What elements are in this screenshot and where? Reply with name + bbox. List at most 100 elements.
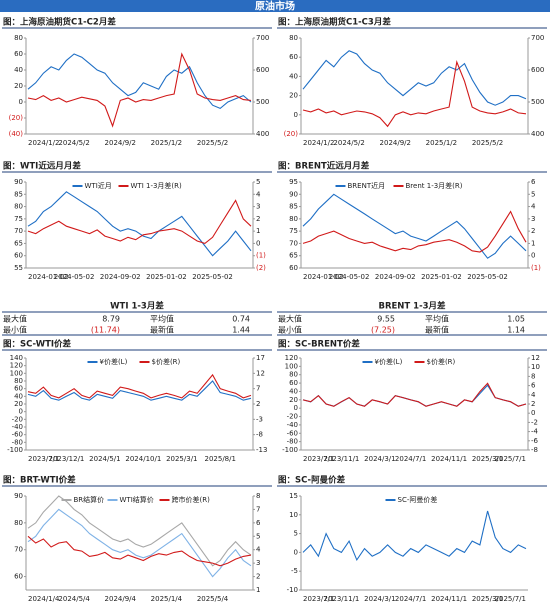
y-tick-label: 60 [14,385,23,393]
y2-tick-label: 12 [531,354,540,362]
y2-tick-label: 8 [256,492,260,500]
x-tick-label: 2024/9/2 [105,139,136,147]
x-tick-label: 2024/7/1 [395,455,426,463]
y2-tick-label: 17 [256,354,265,362]
y2-tick-label: 12 [256,369,265,377]
y-tick-label: 85 [289,203,298,211]
x-tick-label: 2025/5/2 [197,139,228,147]
series-line [302,59,527,128]
x-tick-label: 2023/7/1 [28,455,59,463]
y-tick-label: 10 [289,511,298,519]
x-tick-label: 2025/7/1 [495,455,526,463]
y2-tick-label: 3 [256,559,260,567]
y2-tick-label: -2 [531,418,538,426]
y-tick-label: -20 [12,415,23,423]
x-tick-label: 2024/9/4 [105,595,137,603]
y-tick-label: 120 [10,362,23,370]
y-tick-label: 20 [289,396,298,404]
x-tick-label: 2025/1/4 [151,595,183,603]
y2-tick-label: 4 [531,203,536,211]
chart-title: 图：SC-阿曼价差 [278,475,346,486]
y2-tick-label: 2 [256,215,260,223]
table-title: WTI 1-3月差 [110,301,164,312]
y2-tick-label: 500 [256,98,269,106]
y2-tick-label: 7 [256,505,260,513]
y-tick-label: -60 [287,429,298,437]
x-tick-label: 2025/5/2 [472,139,503,147]
y-tick-label: 40 [14,392,23,400]
y-tick-label: -20 [287,413,298,421]
y2-tick-label: 0 [531,252,535,260]
table-title: BRENT 1-3月差 [378,301,446,312]
x-tick-label: 2025-05-02 [467,273,508,281]
chart-title: 图：BRT-WTI价差 [3,475,76,486]
y2-tick-label: 10 [531,363,540,371]
x-tick-label: 2025/7/1 [495,595,526,603]
y2-tick-label: 700 [531,34,544,42]
x-tick-label: 2024/5/2 [58,139,89,147]
table-cell: 0.74 [232,315,250,324]
y-tick-label: 80 [289,34,298,42]
legend-label: BRENT近月 [348,181,386,190]
y-tick-label: 95 [289,178,298,186]
chart-title: 图：上海原油期货C1-C3月差 [278,17,391,28]
table-cell: (11.74) [91,326,120,335]
y2-tick-label: 400 [256,130,269,138]
table-cell: 8.79 [102,315,120,324]
x-tick-label: 2024-01-02 [28,273,69,281]
x-tick-label: 2024/7/1 [395,595,426,603]
x-tick-label: 2025/1/2 [426,139,457,147]
x-tick-label: 2025/3/1 [166,455,197,463]
table-cell: 最新值 [150,325,174,335]
legend-label: ¥价差(L) [375,357,403,366]
y2-tick-label: 0 [531,409,535,417]
y-tick-label: 60 [289,53,298,61]
y2-tick-label: 1 [531,239,535,247]
table-cell: 最小值 [278,325,302,335]
series-line [27,495,252,567]
y-tick-label: -80 [12,438,23,446]
y-tick-label: 55 [14,264,23,272]
y-tick-label: -80 [287,438,298,446]
series-line [27,53,252,110]
y-tick-label: 120 [285,354,298,362]
y-tick-label: (20) [9,114,24,122]
table-cell: 1.44 [232,326,250,335]
y-tick-label: 65 [14,239,23,247]
y2-tick-label: (2) [256,264,266,272]
legend-label: WTI结算价 [120,495,154,504]
y-tick-label: 5 [294,530,298,538]
table-cell: 平均值 [425,314,449,324]
y-tick-label: -100 [7,446,23,454]
x-tick-label: 2025-01-02 [421,273,462,281]
x-tick-label: 2024/1/4 [28,595,60,603]
series-line [302,384,527,407]
header-bar [0,0,550,12]
y2-tick-label: -3 [256,415,263,423]
y2-tick-label: 8 [531,372,535,380]
legend-label: Brent 1-3月差(R) [406,181,463,190]
y-tick-label: 100 [285,362,298,370]
x-tick-label: 2024/10/1 [125,455,161,463]
x-tick-label: 2024/3/1 [364,595,395,603]
table-cell: (7.25) [371,326,395,335]
y-tick-label: 40 [14,66,23,74]
y-tick-label: 90 [289,190,298,198]
y-tick-label: 70 [14,546,23,554]
x-tick-label: 2023/7/1 [303,595,334,603]
y2-tick-label: 4 [531,391,536,399]
y2-tick-label: 3 [531,215,535,223]
chart-title: 图：SC-BRENT价差 [278,339,360,350]
x-tick-label: 2024-09-02 [100,273,141,281]
series-line [27,508,252,578]
y2-tick-label: 500 [531,98,544,106]
y2-tick-label: 4 [256,190,261,198]
y-tick-label: 70 [14,227,23,235]
y2-tick-label: 700 [256,34,269,42]
y-tick-label: -100 [282,446,298,454]
x-tick-label: 2024/11/1 [431,455,467,463]
y-tick-label: 60 [14,252,23,260]
y-tick-label: -60 [12,431,23,439]
y-tick-label: 40 [289,72,298,80]
